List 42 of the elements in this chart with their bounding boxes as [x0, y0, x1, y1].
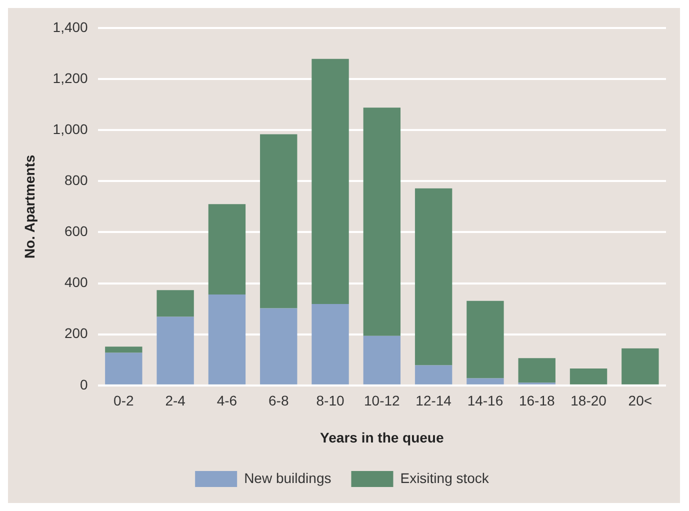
bar: [466, 378, 504, 384]
bar: [105, 352, 142, 384]
bar: [208, 294, 246, 384]
y-axis-title: No. Apartments: [21, 154, 38, 259]
bar: [312, 304, 349, 384]
legend-label: Exisiting stock: [400, 470, 490, 486]
x-axis-title: Years in the queue: [320, 429, 444, 446]
x-tick-label: 16-18: [518, 392, 555, 409]
y-tick-label: 600: [64, 223, 88, 240]
bar: [466, 300, 504, 378]
bar: [260, 134, 298, 308]
bar: [312, 58, 349, 304]
bar: [414, 365, 452, 384]
bar: [208, 204, 246, 295]
y-tick-label: 400: [64, 274, 88, 290]
x-tick-label: 0-2: [114, 392, 134, 409]
x-tick-label: 14-16: [467, 392, 504, 409]
y-tick-label: 1,200: [52, 70, 88, 86]
bar: [105, 346, 142, 353]
x-tick-label: 10-12: [364, 392, 400, 409]
y-tick-label: 1,000: [52, 120, 88, 137]
y-tick-label: 1,400: [52, 18, 88, 35]
bar: [570, 368, 608, 384]
x-tick-label: 20<: [628, 392, 652, 409]
x-tick-label: 6-8: [268, 392, 289, 409]
x-tick-label: 18-20: [570, 392, 607, 409]
y-tick-label: 200: [64, 325, 88, 342]
x-tick-label: 2-4: [165, 392, 186, 409]
legend-label: New buildings: [244, 470, 332, 486]
bar: [518, 358, 556, 383]
bar: [156, 316, 194, 384]
bar: [363, 108, 401, 336]
y-tick-label: 0: [80, 376, 88, 392]
bar: [260, 308, 298, 384]
x-tick-label: 12-14: [416, 392, 452, 409]
bar: [414, 188, 452, 366]
bar: [156, 290, 194, 317]
y-tick-label: 800: [64, 172, 88, 188]
x-tick-label: 8-10: [316, 392, 344, 409]
bar: [363, 336, 401, 384]
bar: [622, 348, 659, 384]
x-tick-label: 4-6: [216, 392, 238, 409]
